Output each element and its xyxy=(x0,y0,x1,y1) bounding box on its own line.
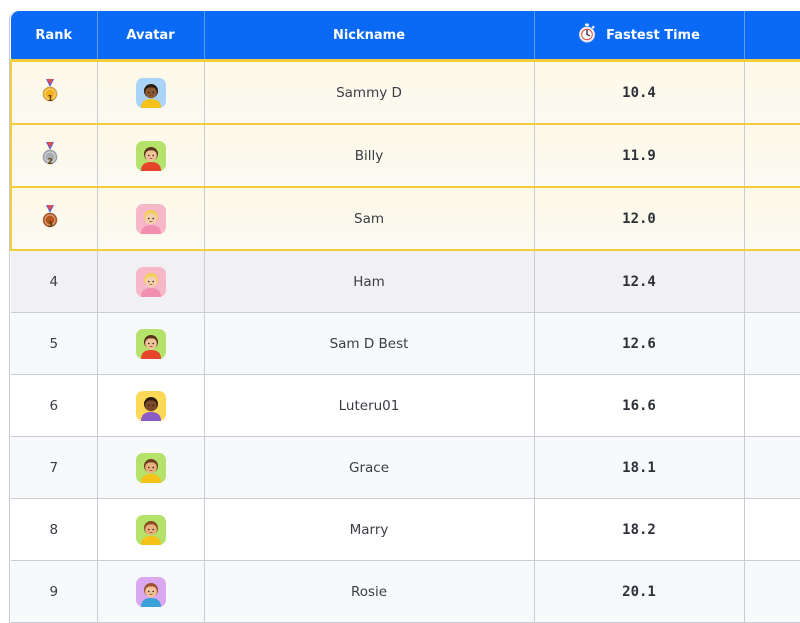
nickname-cell: Sam xyxy=(204,186,535,251)
extra-cell xyxy=(744,560,800,623)
rank-cell: 5 xyxy=(11,312,98,375)
fastest-time-cell: 12.0 xyxy=(534,186,745,251)
fastest-time-cell: 18.2 xyxy=(534,498,745,561)
rank-number: 8 xyxy=(49,521,59,538)
nickname-cell: Sam D Best xyxy=(204,312,535,375)
extra-column-header[interactable] xyxy=(744,11,800,62)
avatar-cell xyxy=(97,312,205,375)
avatar-cell xyxy=(97,59,205,125)
rank-number: 4 xyxy=(49,273,59,290)
avatar-cell xyxy=(97,498,205,561)
rank-cell: 2 xyxy=(10,123,98,188)
fastest-time-column-header[interactable]: Fastest Time xyxy=(534,11,745,62)
rank-number: 5 xyxy=(49,335,59,352)
avatar[interactable] xyxy=(135,328,166,359)
table-row[interactable]: 7 Grace 18.1 xyxy=(11,436,800,499)
nickname-cell: Rosie xyxy=(204,560,535,623)
leaderboard-table: Rank Avatar Nickname Fas xyxy=(10,11,800,623)
rank-number: 6 xyxy=(49,397,59,414)
table-row[interactable]: 6 Luteru01 16.6 xyxy=(11,374,800,437)
rank-cell: 8 xyxy=(11,498,98,561)
fastest-time-cell: 12.6 xyxy=(534,312,745,375)
extra-cell xyxy=(744,186,800,251)
extra-cell xyxy=(744,250,800,313)
extra-cell xyxy=(744,374,800,437)
rank-cell: 7 xyxy=(11,436,98,499)
nickname-cell: Luteru01 xyxy=(204,374,535,437)
avatar[interactable] xyxy=(135,576,166,607)
extra-cell xyxy=(744,312,800,375)
avatar-column-header[interactable]: Avatar xyxy=(97,11,205,62)
avatar-cell xyxy=(97,436,205,499)
table-row[interactable]: 8 Marry 18.2 xyxy=(11,498,800,561)
nickname-cell: Billy xyxy=(204,123,535,188)
medal-rank-number: 3 xyxy=(47,219,54,229)
fastest-time-cell: 16.6 xyxy=(534,374,745,437)
avatar[interactable] xyxy=(135,203,166,234)
fastest-time-cell: 10.4 xyxy=(534,59,745,125)
avatar[interactable] xyxy=(135,77,166,108)
rank-cell: 3 xyxy=(10,186,98,251)
nickname-cell: Ham xyxy=(204,250,535,313)
nickname-cell: Marry xyxy=(204,498,535,561)
table-row[interactable]: 4 Ham 12.4 xyxy=(11,250,800,313)
avatar[interactable] xyxy=(135,140,166,171)
extra-cell xyxy=(744,59,800,125)
nickname-cell: Sammy D xyxy=(204,59,535,125)
rank-cell: 4 xyxy=(11,250,98,313)
table-row[interactable]: 9 Rosie 20.1 xyxy=(11,560,800,623)
rank-cell: 9 xyxy=(11,560,98,623)
fastest-time-cell: 20.1 xyxy=(534,560,745,623)
rank-column-header[interactable]: Rank xyxy=(11,11,98,62)
stopwatch-icon xyxy=(578,23,596,47)
leaderboard-table-container: Rank Avatar Nickname Fas xyxy=(9,11,800,623)
rank-cell: 6 xyxy=(11,374,98,437)
avatar[interactable] xyxy=(135,266,166,297)
avatar-cell xyxy=(97,123,205,188)
silver-medal-icon xyxy=(42,141,58,170)
table-row[interactable]: 3 Sam 12.0 xyxy=(10,186,800,251)
rank-number: 7 xyxy=(49,459,59,476)
nickname-column-header[interactable]: Nickname xyxy=(204,11,535,62)
table-row[interactable]: 2 Billy 11.9 xyxy=(10,123,800,188)
avatar-cell xyxy=(97,374,205,437)
medal-rank-number: 2 xyxy=(47,156,54,166)
table-row[interactable]: 5 Sam D Best 12.6 xyxy=(11,312,800,375)
fastest-time-cell: 11.9 xyxy=(534,123,745,188)
avatar[interactable] xyxy=(135,390,166,421)
table-row[interactable]: 1 Sammy D 10.4 xyxy=(10,59,800,125)
rank-cell: 1 xyxy=(10,59,98,125)
extra-cell xyxy=(744,436,800,499)
avatar[interactable] xyxy=(135,514,166,545)
table-header-row: Rank Avatar Nickname Fas xyxy=(11,11,800,62)
avatar-cell xyxy=(97,560,205,623)
rank-number: 9 xyxy=(49,583,59,600)
medal-rank-number: 1 xyxy=(47,93,54,103)
avatar-cell xyxy=(97,250,205,313)
extra-cell xyxy=(744,498,800,561)
fastest-time-header-label: Fastest Time xyxy=(606,27,700,43)
avatar-cell xyxy=(97,186,205,251)
fastest-time-cell: 18.1 xyxy=(534,436,745,499)
extra-cell xyxy=(744,123,800,188)
bronze-medal-icon xyxy=(42,204,58,233)
avatar[interactable] xyxy=(135,452,166,483)
fastest-time-cell: 12.4 xyxy=(534,250,745,313)
nickname-cell: Grace xyxy=(204,436,535,499)
gold-medal-icon xyxy=(42,78,58,107)
